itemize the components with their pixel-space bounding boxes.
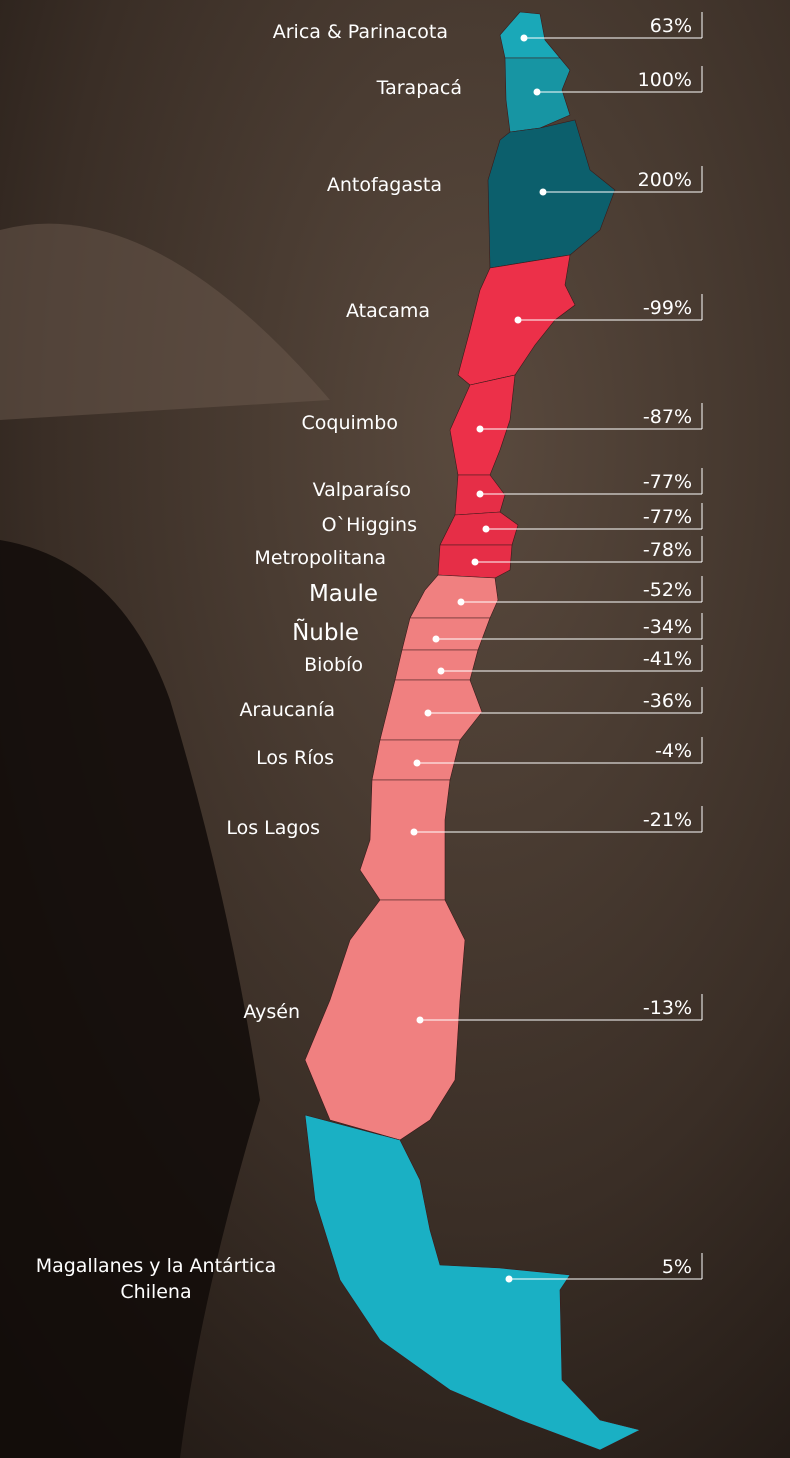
region-name: Aysén <box>243 1001 300 1023</box>
region-dot <box>432 635 440 643</box>
region-value: 200% <box>638 169 692 191</box>
region-value: -41% <box>643 648 692 670</box>
region-name: Magallanes y la Antártica Chilena <box>36 1255 277 1303</box>
region-value: -87% <box>643 406 692 428</box>
region-dot <box>476 425 484 433</box>
region-name: Coquimbo <box>302 412 398 434</box>
region-name: Ñuble <box>292 618 359 646</box>
region-value: -21% <box>643 809 692 831</box>
region-name: Araucanía <box>239 699 335 721</box>
region-shape <box>304 1114 641 1451</box>
region-value: -78% <box>643 539 692 561</box>
region-shape <box>304 899 466 1141</box>
region-dot <box>533 88 541 96</box>
region-dot <box>514 316 522 324</box>
region-value: 100% <box>638 69 692 91</box>
region-name: Los Lagos <box>226 817 320 839</box>
figure-silhouette <box>0 540 260 1458</box>
region-dot <box>482 525 490 533</box>
labels: 63% Arica & Parinacota 100% Tarapacá 200% Ant… <box>36 12 703 1303</box>
region-name: Los Ríos <box>256 747 334 769</box>
region-dot <box>457 598 465 606</box>
region-shape <box>439 511 519 546</box>
region-value: 5% <box>662 1256 692 1278</box>
region-value: 63% <box>650 15 692 37</box>
region-name: Arica & Parinacota <box>273 21 448 43</box>
region-value: -77% <box>643 506 692 528</box>
region-name: Atacama <box>346 300 430 322</box>
umbrella-shadow <box>0 223 330 420</box>
region-name: Maule <box>309 581 378 607</box>
region-value: -77% <box>643 471 692 493</box>
region-dot <box>437 667 445 675</box>
region-value: -36% <box>643 690 692 712</box>
region-shape <box>487 119 616 269</box>
region-name: Metropolitana <box>254 547 386 569</box>
region-dot <box>505 1275 513 1283</box>
region-dot <box>520 34 528 42</box>
region-name: O`Higgins <box>322 514 417 536</box>
region-value: -52% <box>643 579 692 601</box>
region-shape <box>401 617 491 651</box>
region-dot <box>471 558 479 566</box>
region-dot <box>539 188 547 196</box>
region-value: -13% <box>643 997 692 1019</box>
region-shape <box>449 374 516 476</box>
region-value: -99% <box>643 297 692 319</box>
region-shape <box>379 679 483 741</box>
region-dot <box>424 709 432 717</box>
region-name: Valparaíso <box>313 479 411 501</box>
region-value: -34% <box>643 616 692 638</box>
region-name: Tarapacá <box>376 77 462 99</box>
region-dot <box>416 1016 424 1024</box>
region-dot <box>476 490 484 498</box>
region-name: Biobío <box>304 654 363 676</box>
region-dot <box>413 759 421 767</box>
region-value: -4% <box>655 740 692 762</box>
region-shape <box>359 779 451 901</box>
region-dot <box>410 828 418 836</box>
region-shape <box>394 649 479 681</box>
region-name: Antofagasta <box>327 174 442 196</box>
